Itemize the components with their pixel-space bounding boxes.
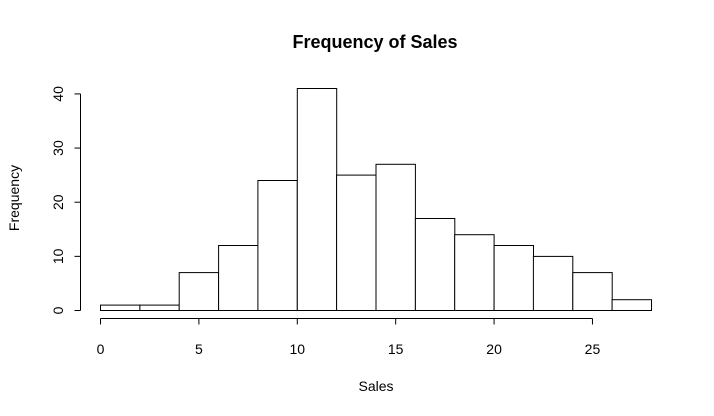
histogram-bar — [572, 272, 613, 312]
histogram-bar — [454, 234, 495, 311]
histogram-bar — [493, 245, 535, 311]
histogram-bar — [375, 163, 416, 311]
histogram-bar — [139, 304, 180, 312]
x-tick-label: 15 — [388, 341, 404, 357]
x-tick-label: 5 — [195, 341, 203, 357]
histogram-bar — [257, 180, 298, 311]
y-axis: 0 10 20 30 40 — [50, 86, 81, 314]
x-tick-label: 20 — [486, 341, 502, 357]
chart-title: Frequency of Sales — [292, 32, 457, 52]
x-axis-label: Sales — [358, 378, 393, 394]
histogram-bar — [100, 304, 141, 312]
histogram-bars — [100, 88, 652, 312]
y-tick-label: 40 — [50, 86, 66, 102]
histogram-bar — [336, 174, 377, 311]
histogram-bar — [532, 255, 574, 311]
y-tick-label: 20 — [50, 194, 66, 210]
histogram-bar — [218, 245, 259, 311]
histogram-bar — [414, 218, 456, 311]
histogram-bar — [178, 272, 220, 312]
y-tick-label: 10 — [50, 248, 66, 264]
x-tick-label: 25 — [585, 341, 601, 357]
x-axis: 0 5 10 15 20 25 — [97, 318, 601, 357]
y-axis-label: Frequency — [6, 165, 22, 231]
x-tick-label: 0 — [97, 341, 105, 357]
y-tick-label: 0 — [50, 306, 66, 314]
y-tick-label: 30 — [50, 140, 66, 156]
x-tick-label: 10 — [289, 341, 305, 357]
histogram-bar — [296, 88, 338, 311]
histogram-bar — [611, 299, 652, 312]
